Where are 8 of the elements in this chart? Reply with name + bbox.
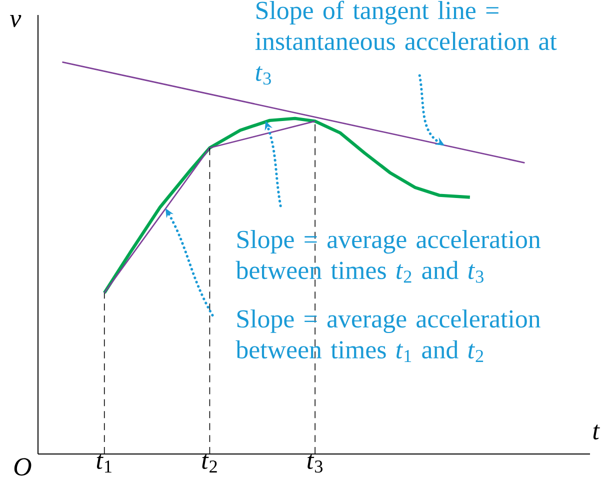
x-tick-label: t$_{1}$ [96, 454, 112, 472]
annotation: Slope = average acceleration between times t$_{2}$ and t$_{3}$ [236, 230, 541, 283]
text: O [14, 458, 32, 476]
x-axis-title: t [593, 424, 600, 440]
annotation: Slope of tangent line = instantaneous acceleration at t$_{3}$ [255, 0, 557, 85]
x-tick-label: t$_{3}$ [308, 454, 322, 473]
x-tick-label: t$_{2}$ [202, 454, 217, 472]
y-axis-title: v [10, 15, 22, 28]
